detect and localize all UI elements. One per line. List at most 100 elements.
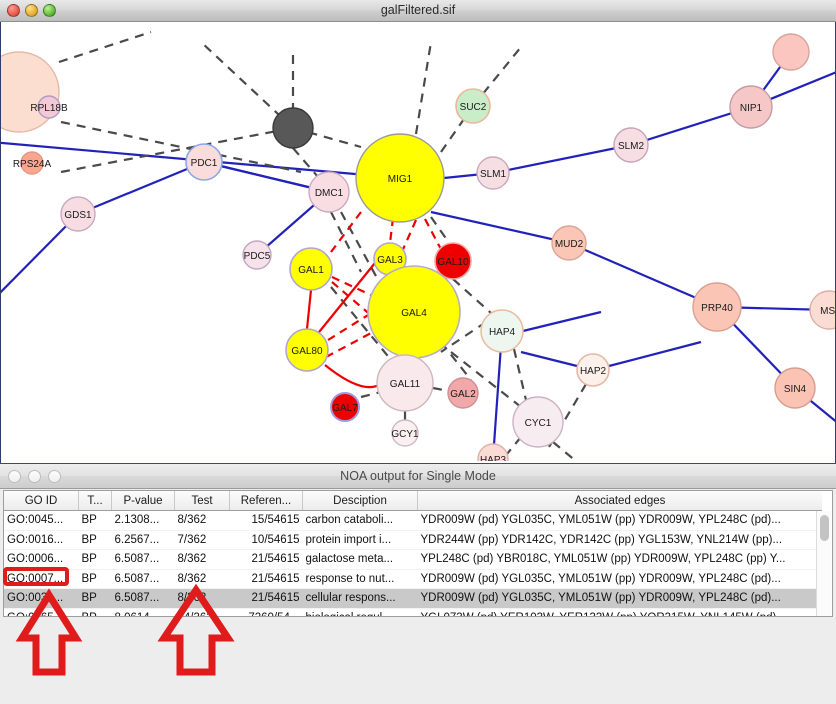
cell-reference: 10/54615 bbox=[229, 530, 303, 550]
node-label-dmc1: DMC1 bbox=[315, 188, 344, 199]
node-label-prp40: PRP40 bbox=[701, 303, 733, 314]
node-gal2[interactable] bbox=[447, 377, 479, 409]
cell-description: response to nut... bbox=[302, 569, 418, 589]
node-rps24a[interactable] bbox=[20, 151, 44, 175]
table-row[interactable]: GO:0006... BP 6.5087... 8/362 21/54615 g… bbox=[4, 549, 822, 570]
table-vertical-scrollbar[interactable] bbox=[816, 511, 831, 616]
column-header-p-value[interactable]: P-value bbox=[111, 491, 175, 511]
node-unlabeled-topright[interactable] bbox=[772, 33, 810, 71]
cell-test: 8/362 bbox=[174, 588, 230, 609]
node-label-gal1: GAL1 bbox=[298, 265, 324, 276]
node-label-rps24a: RPS24A bbox=[13, 159, 52, 170]
cell-reference: 15/54615 bbox=[229, 510, 303, 531]
node-label-suc2: SUC2 bbox=[460, 102, 487, 113]
cell-go-id: GO:0065... bbox=[4, 608, 79, 616]
node-pdc1[interactable] bbox=[185, 143, 223, 181]
node-gal7[interactable] bbox=[330, 392, 360, 422]
table-row[interactable]: GO:0007... BP 6.5087... 8/362 21/54615 r… bbox=[4, 569, 822, 589]
zoom-button-disabled[interactable] bbox=[48, 470, 61, 483]
node-slm2[interactable] bbox=[613, 127, 649, 163]
node-gal1[interactable] bbox=[289, 247, 333, 291]
column-header-reference[interactable]: Referen... bbox=[229, 491, 303, 511]
node-label-gal4: GAL4 bbox=[401, 308, 427, 319]
column-header-type[interactable]: T... bbox=[78, 491, 112, 511]
window-traffic-lights[interactable] bbox=[7, 4, 56, 17]
zoom-button[interactable] bbox=[43, 4, 56, 17]
node-label-mig1: MIG1 bbox=[388, 174, 413, 185]
node-mud2[interactable] bbox=[551, 225, 587, 261]
minimize-button-disabled[interactable] bbox=[28, 470, 41, 483]
table-row[interactable]: GO:0065... BP 8.0614... 94/362 7260/54..… bbox=[4, 608, 822, 616]
table-header-row: GO ID T... P-value Test Referen... Desci… bbox=[4, 491, 822, 511]
node-msi[interactable] bbox=[809, 290, 835, 330]
node-label-rpl18b: RPL18B bbox=[30, 103, 68, 114]
node-rpl18b[interactable] bbox=[37, 95, 61, 119]
cell-test: 8/362 bbox=[174, 569, 230, 589]
node-slm1[interactable] bbox=[476, 156, 510, 190]
node-label-cyc1: CYC1 bbox=[525, 418, 552, 429]
column-header-go-id[interactable]: GO ID bbox=[4, 491, 79, 511]
cell-associated-edges: YDR244W (pp) YDR142C, YDR142C (pp) YGL15… bbox=[417, 530, 822, 550]
cell-go-id: GO:0016... bbox=[4, 530, 79, 550]
table-body[interactable]: GO:0045... BP 2.1308... 8/362 15/54615 c… bbox=[4, 510, 822, 616]
cell-go-id: GO:0006... bbox=[4, 549, 79, 570]
dialog-traffic-lights[interactable] bbox=[8, 470, 61, 483]
dialog-title: NOA output for Single Mode bbox=[340, 469, 496, 483]
node-gal10[interactable] bbox=[434, 242, 472, 280]
node-label-hap3: HAP3 bbox=[480, 455, 507, 461]
node-label-pdc1: PDC1 bbox=[191, 158, 218, 169]
annotation-highlight-box bbox=[3, 567, 69, 586]
minimize-button[interactable] bbox=[25, 4, 38, 17]
node-label-gal2: GAL2 bbox=[450, 389, 476, 400]
node-label-gal3: GAL3 bbox=[377, 255, 403, 266]
node-gal11[interactable] bbox=[376, 354, 434, 412]
node-label-gal11: GAL11 bbox=[390, 379, 421, 390]
node-gds1[interactable] bbox=[60, 196, 96, 232]
network-graph[interactable]: RPL18B RPS24A GDS1 PDC1 PDC5 DMC1 MIG1 S… bbox=[1, 22, 835, 461]
node-prp40[interactable] bbox=[692, 282, 742, 332]
table-row[interactable]: GO:0016... BP 6.2567... 7/362 10/54615 p… bbox=[4, 530, 822, 550]
cell-type: BP bbox=[78, 569, 112, 589]
close-button-disabled[interactable] bbox=[8, 470, 21, 483]
cell-description: protein import i... bbox=[302, 530, 418, 550]
cell-p-value: 6.5087... bbox=[111, 549, 175, 570]
cell-type: BP bbox=[78, 549, 112, 570]
node-nip1[interactable] bbox=[729, 85, 773, 129]
scrollbar-thumb[interactable] bbox=[820, 515, 829, 541]
cell-reference: 21/54615 bbox=[229, 569, 303, 589]
cell-p-value: 8.0614... bbox=[111, 608, 175, 616]
network-nodes[interactable]: RPL18B RPS24A GDS1 PDC1 PDC5 DMC1 MIG1 S… bbox=[1, 33, 835, 461]
node-mig1[interactable] bbox=[355, 133, 445, 223]
close-button[interactable] bbox=[7, 4, 20, 17]
table-row[interactable]: GO:0045... BP 2.1308... 8/362 15/54615 c… bbox=[4, 510, 822, 531]
column-header-associated-edges[interactable]: Associated edges bbox=[417, 491, 822, 511]
node-hap2[interactable] bbox=[576, 353, 610, 387]
node-label-gcy1: GCY1 bbox=[391, 429, 419, 440]
node-label-slm2: SLM2 bbox=[618, 141, 645, 152]
cell-description: biological regul... bbox=[302, 608, 418, 616]
cell-reference: 7260/54... bbox=[229, 608, 303, 616]
results-table[interactable]: GO ID T... P-value Test Referen... Desci… bbox=[4, 491, 822, 616]
column-header-description[interactable]: Desciption bbox=[302, 491, 418, 511]
edges-protein-dna bbox=[58, 30, 587, 461]
results-table-container[interactable]: GO ID T... P-value Test Referen... Desci… bbox=[3, 490, 833, 617]
cell-test: 7/362 bbox=[174, 530, 230, 550]
node-gcy1[interactable] bbox=[391, 419, 419, 447]
network-canvas[interactable]: RPL18B RPS24A GDS1 PDC1 PDC5 DMC1 MIG1 S… bbox=[0, 22, 836, 463]
node-hap3[interactable] bbox=[477, 443, 509, 461]
node-unlabeled-dark[interactable] bbox=[272, 107, 314, 149]
node-hap4[interactable] bbox=[480, 309, 524, 353]
node-sin4[interactable] bbox=[774, 367, 816, 409]
node-suc2[interactable] bbox=[455, 88, 491, 124]
cell-p-value: 6.2567... bbox=[111, 530, 175, 550]
node-unlabeled-left[interactable] bbox=[1, 51, 60, 133]
node-dmc1[interactable] bbox=[308, 171, 350, 213]
node-cyc1[interactable] bbox=[512, 396, 564, 448]
cell-associated-edges: YPL248C (pd) YBR018C, YML051W (pp) YDR00… bbox=[417, 549, 822, 570]
table-row-selected[interactable]: GO:0031... BP 6.5087... 8/362 21/54615 c… bbox=[4, 588, 822, 609]
node-pdc5[interactable] bbox=[242, 240, 272, 270]
node-gal80[interactable] bbox=[285, 328, 329, 372]
column-header-test[interactable]: Test bbox=[174, 491, 230, 511]
dialog-titlebar: NOA output for Single Mode bbox=[0, 464, 836, 489]
